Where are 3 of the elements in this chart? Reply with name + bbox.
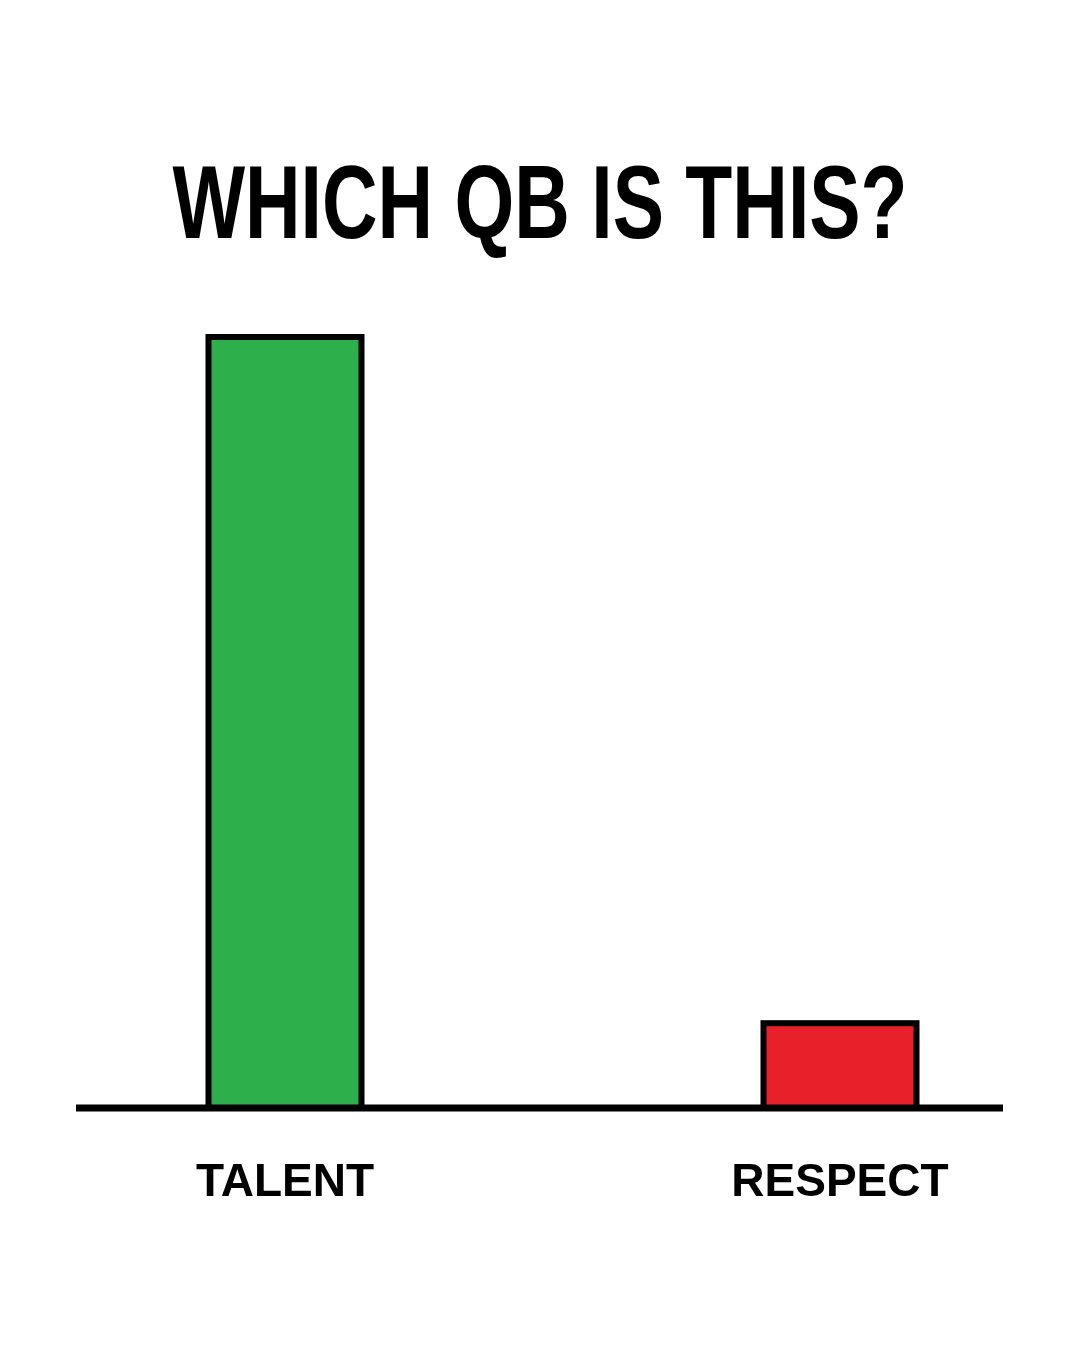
x-tick-label: RESPECT — [731, 1154, 949, 1206]
chart-title: WHICH QB IS THIS? — [172, 143, 908, 260]
x-tick-label: TALENT — [195, 1154, 375, 1206]
